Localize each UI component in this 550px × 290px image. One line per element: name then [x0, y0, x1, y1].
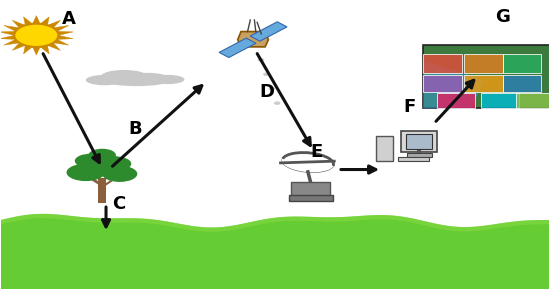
Polygon shape — [32, 47, 40, 55]
Bar — [437, 93, 475, 108]
Circle shape — [268, 87, 275, 90]
Ellipse shape — [75, 154, 108, 168]
Ellipse shape — [101, 70, 147, 83]
Ellipse shape — [89, 149, 116, 162]
Text: F: F — [403, 99, 416, 117]
Bar — [516, 93, 550, 108]
Circle shape — [258, 58, 264, 61]
Bar — [292, 182, 330, 195]
Text: G: G — [495, 8, 510, 26]
Bar — [406, 153, 432, 157]
Text: C: C — [112, 195, 125, 213]
Ellipse shape — [152, 75, 184, 84]
Ellipse shape — [102, 166, 138, 182]
Polygon shape — [12, 43, 25, 50]
Polygon shape — [57, 35, 73, 39]
Polygon shape — [47, 43, 60, 50]
Ellipse shape — [86, 75, 124, 85]
Bar — [423, 75, 461, 93]
Polygon shape — [53, 26, 69, 31]
Ellipse shape — [67, 164, 105, 181]
Bar — [503, 55, 541, 73]
Bar — [289, 195, 333, 201]
Bar — [406, 134, 432, 149]
Bar — [423, 55, 461, 73]
Polygon shape — [0, 35, 15, 39]
Polygon shape — [4, 39, 19, 45]
Text: B: B — [128, 120, 142, 138]
Polygon shape — [0, 31, 15, 35]
Polygon shape — [4, 26, 19, 31]
Bar — [464, 55, 503, 73]
Bar — [377, 136, 393, 161]
Ellipse shape — [101, 157, 131, 171]
Polygon shape — [57, 31, 73, 35]
Polygon shape — [1, 214, 549, 232]
Text: A: A — [62, 10, 76, 28]
Circle shape — [14, 24, 58, 47]
Polygon shape — [47, 20, 60, 28]
Polygon shape — [423, 61, 485, 108]
Polygon shape — [32, 16, 40, 24]
Text: D: D — [259, 83, 274, 101]
Ellipse shape — [78, 154, 127, 176]
Polygon shape — [250, 22, 287, 41]
Polygon shape — [12, 20, 25, 28]
Circle shape — [263, 72, 270, 76]
Polygon shape — [238, 32, 268, 47]
Circle shape — [274, 102, 280, 105]
Bar — [423, 45, 550, 108]
Bar — [98, 178, 106, 203]
Polygon shape — [1, 214, 549, 289]
Polygon shape — [24, 17, 32, 25]
Bar — [398, 157, 428, 161]
Bar — [464, 75, 503, 93]
Text: E: E — [310, 143, 322, 161]
Ellipse shape — [127, 73, 168, 83]
Polygon shape — [40, 46, 49, 54]
Bar — [481, 93, 519, 108]
Polygon shape — [53, 39, 69, 45]
Polygon shape — [24, 46, 32, 54]
Bar — [401, 130, 437, 152]
Ellipse shape — [282, 153, 333, 172]
Bar — [503, 75, 541, 93]
Polygon shape — [40, 17, 49, 25]
Ellipse shape — [282, 152, 334, 172]
Ellipse shape — [107, 77, 167, 86]
Polygon shape — [219, 38, 256, 57]
